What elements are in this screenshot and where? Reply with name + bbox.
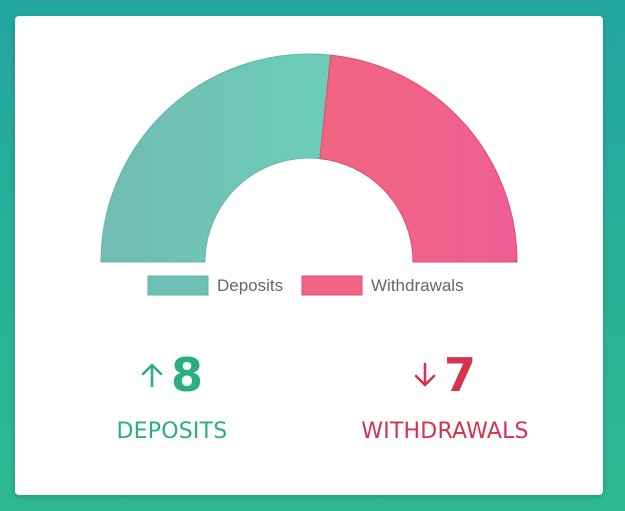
slice-withdrawals[interactable] [319, 54, 518, 263]
arrow-up-icon [141, 363, 163, 388]
withdrawals-label: WITHDRAWALS [361, 419, 529, 444]
withdrawals-stat: 7 WITHDRAWALS [345, 345, 545, 444]
legend-swatch-withdrawals [301, 275, 363, 296]
deposits-count: 8 [170, 348, 203, 402]
slice-deposits[interactable] [100, 53, 332, 263]
half-doughnut-chart: Deposits Withdrawals [100, 53, 518, 296]
deposits-value-row: 8 [87, 345, 257, 405]
withdrawals-count: 7 [443, 348, 476, 402]
chart-legend: Deposits Withdrawals [147, 275, 464, 296]
summary-card: Deposits Withdrawals 8 DEPOSITS 7 WITHDR… [15, 16, 603, 495]
legend-label-withdrawals: Withdrawals [371, 276, 464, 295]
legend-label-deposits: Deposits [217, 276, 283, 295]
legend-item-withdrawals[interactable]: Withdrawals [301, 275, 464, 296]
legend-item-deposits[interactable]: Deposits [147, 275, 283, 296]
deposits-stat: 8 DEPOSITS [87, 345, 257, 444]
deposits-label: DEPOSITS [116, 419, 228, 444]
legend-swatch-deposits [147, 275, 209, 296]
withdrawals-value-row: 7 [345, 345, 545, 405]
chart-slices [100, 53, 518, 263]
arrow-down-icon [414, 362, 436, 387]
